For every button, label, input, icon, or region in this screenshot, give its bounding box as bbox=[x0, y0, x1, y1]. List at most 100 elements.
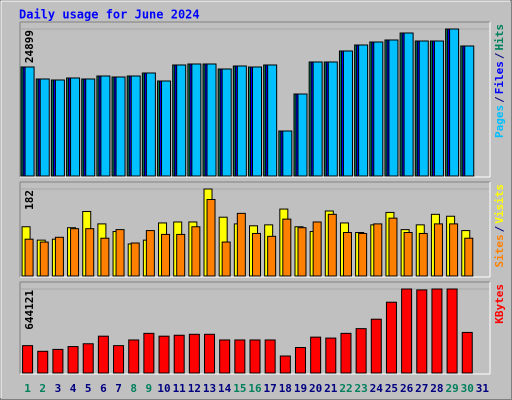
x-tick-label: 5 bbox=[85, 382, 92, 395]
bar bbox=[206, 199, 216, 277]
bar bbox=[97, 335, 109, 374]
legend-entry: Pages bbox=[493, 105, 506, 138]
bar bbox=[403, 232, 413, 277]
bar bbox=[221, 241, 231, 277]
bar bbox=[294, 347, 306, 374]
bar bbox=[340, 332, 352, 374]
x-tick-label: 22 bbox=[339, 382, 352, 395]
x-tick-label: 23 bbox=[355, 382, 368, 395]
x-tick-label: 15 bbox=[233, 382, 246, 395]
bar bbox=[249, 339, 261, 374]
bar bbox=[388, 39, 399, 177]
bar bbox=[204, 333, 216, 374]
chart-title: Daily usage for June 2024 bbox=[19, 8, 200, 22]
x-tick-label: 20 bbox=[309, 382, 322, 395]
bar bbox=[370, 318, 382, 374]
x-tick-label: 13 bbox=[203, 382, 216, 395]
bar bbox=[282, 130, 293, 177]
bar bbox=[433, 40, 444, 177]
bar bbox=[236, 212, 246, 277]
bar bbox=[279, 355, 291, 374]
x-tick-label: 10 bbox=[157, 382, 170, 395]
bar bbox=[418, 40, 429, 177]
bar bbox=[219, 339, 231, 374]
x-tick-label: 3 bbox=[55, 382, 62, 395]
x-tick-label: 26 bbox=[400, 382, 414, 395]
legend-entry: KBytes bbox=[493, 284, 506, 324]
bar bbox=[176, 64, 187, 177]
bar bbox=[128, 339, 140, 374]
bar bbox=[82, 343, 94, 374]
bar bbox=[297, 227, 307, 277]
bar bbox=[401, 288, 413, 374]
x-tick-label: 25 bbox=[385, 382, 398, 395]
bar bbox=[85, 78, 96, 177]
bar bbox=[342, 50, 353, 177]
bar bbox=[115, 76, 126, 177]
y-tick-label: 24899 bbox=[23, 30, 36, 63]
bar bbox=[39, 78, 50, 177]
bar bbox=[145, 72, 156, 177]
x-tick-label: 12 bbox=[188, 382, 201, 395]
bar bbox=[433, 223, 443, 277]
bar bbox=[252, 66, 262, 177]
bar bbox=[161, 80, 172, 177]
bar bbox=[327, 61, 338, 177]
x-tick-label: 4 bbox=[70, 382, 77, 395]
bar bbox=[100, 75, 111, 177]
bar bbox=[418, 232, 428, 277]
bar bbox=[252, 232, 261, 277]
bar bbox=[161, 233, 171, 277]
x-tick-label: 28 bbox=[430, 382, 443, 395]
x-tick-label: 29 bbox=[445, 382, 458, 395]
x-tick-label: 19 bbox=[294, 382, 307, 395]
legend-separator: / bbox=[493, 52, 506, 59]
legend-entry: Files bbox=[493, 61, 506, 94]
bar bbox=[282, 218, 292, 277]
bar bbox=[310, 336, 322, 374]
x-tick-label: 2 bbox=[39, 382, 46, 395]
bar bbox=[373, 223, 383, 277]
bar bbox=[100, 237, 110, 277]
bar bbox=[191, 226, 201, 277]
bar bbox=[416, 289, 428, 374]
bar bbox=[358, 232, 368, 277]
bar bbox=[22, 345, 34, 374]
bar bbox=[297, 93, 308, 177]
bar bbox=[115, 229, 125, 277]
bar bbox=[70, 77, 81, 177]
bar bbox=[388, 217, 398, 277]
legend: Sites /Visits bbox=[493, 184, 506, 268]
y-tick-label: 182 bbox=[23, 190, 36, 210]
x-tick-label: 21 bbox=[324, 382, 338, 395]
bar bbox=[221, 68, 232, 177]
bar bbox=[143, 332, 155, 374]
x-tick-label: 30 bbox=[461, 382, 474, 395]
x-tick-label: 17 bbox=[264, 382, 277, 395]
bar bbox=[449, 223, 459, 277]
bar bbox=[191, 63, 202, 177]
bar bbox=[312, 221, 322, 277]
bar bbox=[449, 28, 460, 177]
bar bbox=[188, 333, 200, 374]
bar bbox=[446, 288, 458, 374]
bar bbox=[54, 79, 65, 177]
bar bbox=[85, 228, 95, 277]
legend-separator: / bbox=[493, 96, 506, 103]
bar bbox=[158, 335, 170, 374]
bar bbox=[24, 238, 34, 277]
bar bbox=[264, 339, 276, 374]
bar bbox=[37, 350, 49, 374]
bar bbox=[431, 288, 443, 374]
x-tick-label: 11 bbox=[173, 382, 187, 395]
bar bbox=[234, 339, 246, 374]
bar bbox=[145, 230, 155, 277]
x-tick-label: 24 bbox=[370, 382, 384, 395]
legend-entry: Hits bbox=[493, 24, 506, 51]
bar bbox=[464, 237, 474, 277]
bar bbox=[325, 337, 337, 374]
bar bbox=[464, 45, 475, 177]
bar bbox=[461, 331, 473, 374]
bar bbox=[327, 213, 337, 277]
